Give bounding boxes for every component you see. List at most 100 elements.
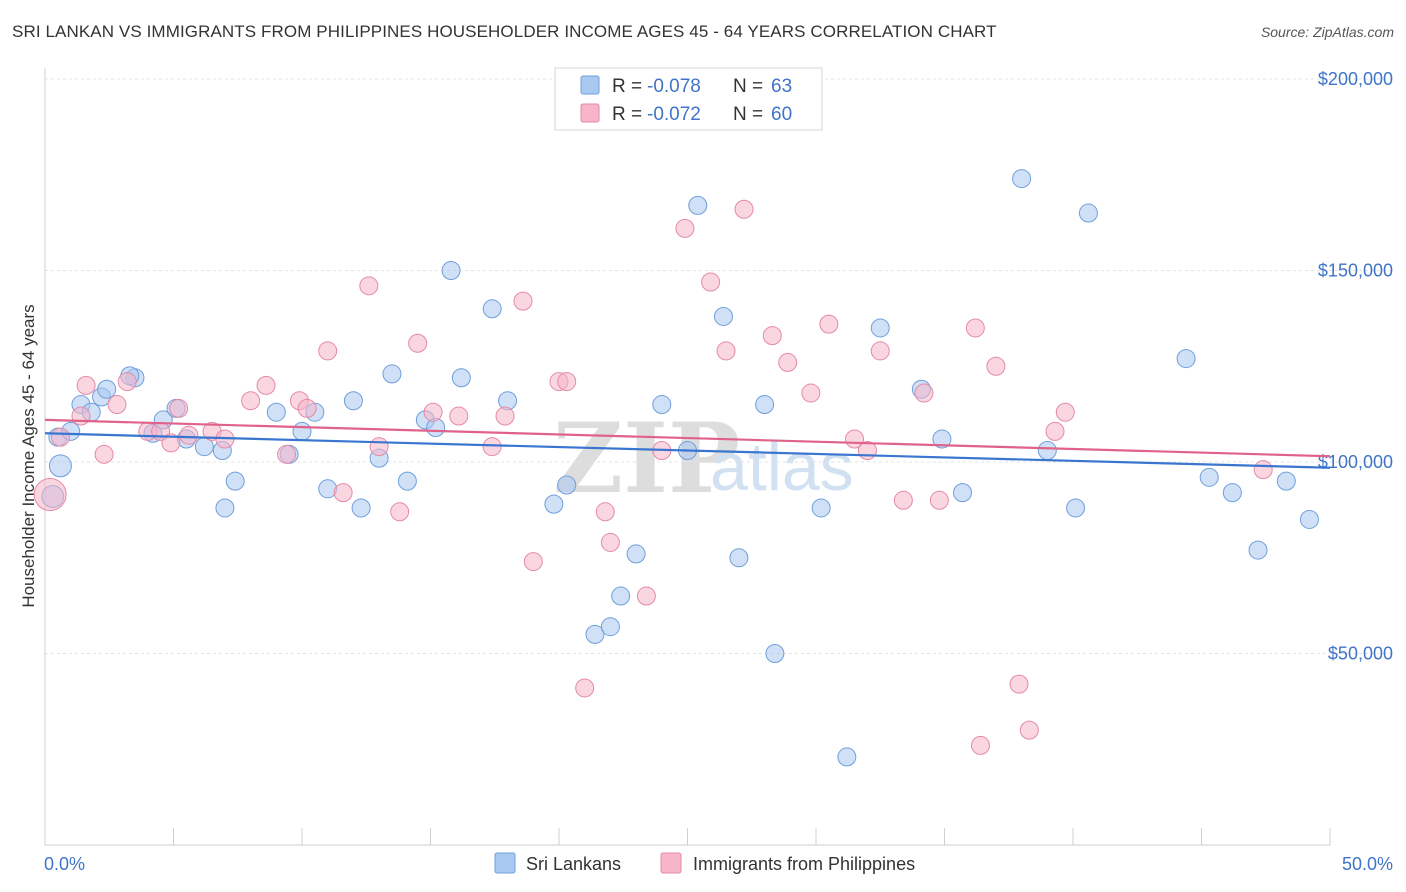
- data-point: [819, 314, 839, 334]
- y-tick-label: $150,000: [1318, 261, 1393, 281]
- data-point: [359, 276, 379, 296]
- data-point: [870, 318, 890, 338]
- data-point: [1037, 441, 1057, 461]
- y-axis-label: Householder Income Ages 45 - 64 years: [19, 304, 38, 607]
- data-point: [97, 379, 117, 399]
- data-point: [1253, 460, 1273, 480]
- x-axis-ticks: [44, 828, 1331, 845]
- data-point: [482, 437, 502, 457]
- data-point: [292, 421, 312, 441]
- data-point: [1066, 498, 1086, 518]
- data-point: [94, 444, 114, 464]
- data-point: [1248, 540, 1268, 560]
- data-point: [449, 406, 469, 426]
- data-point: [1078, 203, 1098, 223]
- data-point: [451, 368, 471, 388]
- series-philippines: [33, 199, 1273, 755]
- trend-line-philippines: [44, 418, 1331, 458]
- legend-swatch-philippines: [580, 103, 600, 123]
- bottom-legend-swatch-sri-lankans: [494, 852, 516, 874]
- chart-title: SRI LANKAN VS IMMIGRANTS FROM PHILIPPINE…: [12, 22, 997, 41]
- data-point: [397, 471, 417, 491]
- data-point: [48, 454, 72, 478]
- data-point: [626, 544, 646, 564]
- watermark-zip: ZIP: [553, 402, 740, 515]
- trend-line-sri-lankans: [44, 432, 1331, 469]
- data-point: [495, 406, 515, 426]
- bottom-legend-label-philippines: Immigrants from Philippines: [693, 854, 915, 874]
- data-point: [595, 502, 615, 522]
- data-point: [762, 326, 782, 346]
- data-point: [893, 490, 913, 510]
- data-point: [688, 195, 708, 215]
- data-point: [1176, 349, 1196, 369]
- data-point: [929, 490, 949, 510]
- data-point: [333, 483, 353, 503]
- data-point: [1045, 421, 1065, 441]
- data-point: [932, 429, 952, 449]
- data-point: [1019, 720, 1039, 740]
- data-point: [986, 356, 1006, 376]
- stats-legend: R = -0.078 N = 63 R = -0.072 N = 60: [554, 67, 823, 131]
- data-point: [952, 483, 972, 503]
- legend-n-value-2: 60: [771, 104, 792, 125]
- legend-n-value-1: 63: [771, 76, 792, 97]
- series-layer: [33, 169, 1331, 767]
- data-point: [117, 372, 137, 392]
- data-point: [965, 318, 985, 338]
- data-point: [297, 398, 317, 418]
- data-point: [600, 617, 620, 637]
- data-point: [71, 406, 91, 426]
- data-point: [729, 548, 749, 568]
- data-point: [755, 395, 775, 415]
- data-point: [523, 552, 543, 572]
- data-point: [636, 586, 656, 606]
- data-point: [318, 341, 338, 361]
- data-point: [408, 333, 428, 353]
- data-point: [544, 494, 564, 514]
- data-point: [611, 586, 631, 606]
- data-point: [701, 272, 721, 292]
- data-point: [557, 372, 577, 392]
- data-point: [351, 498, 371, 518]
- data-point: [675, 218, 695, 238]
- data-point: [765, 644, 785, 663]
- data-point: [161, 433, 181, 453]
- data-point: [513, 291, 533, 311]
- data-point: [266, 402, 286, 422]
- data-point: [256, 375, 276, 395]
- legend-n-label-2: N =: [733, 104, 763, 125]
- data-point: [801, 383, 821, 403]
- data-point: [179, 425, 199, 445]
- source-label: Source: ZipAtlas.com: [1260, 24, 1394, 40]
- data-point: [811, 498, 831, 518]
- data-point: [343, 391, 363, 411]
- data-point: [716, 341, 736, 361]
- data-point: [107, 395, 127, 415]
- data-point: [50, 427, 70, 447]
- data-point: [734, 199, 754, 219]
- data-point: [441, 261, 461, 280]
- data-point: [225, 471, 245, 491]
- legend-swatch-sri-lankans: [580, 75, 600, 95]
- series-sri-lankans: [41, 169, 1319, 767]
- data-point: [369, 437, 389, 457]
- legend-r-label-2: R =: [612, 104, 642, 125]
- bottom-legend-swatch-philippines: [660, 852, 682, 874]
- data-point: [1222, 483, 1242, 503]
- x-tick-label-min: 0.0%: [44, 854, 85, 874]
- data-point: [778, 352, 798, 372]
- data-point: [914, 383, 934, 403]
- data-point: [76, 375, 96, 395]
- data-point: [557, 475, 577, 495]
- data-point: [423, 402, 443, 422]
- x-tick-label-max: 50.0%: [1342, 854, 1393, 874]
- data-point: [1055, 402, 1075, 422]
- data-point: [870, 341, 890, 361]
- data-point: [277, 444, 297, 464]
- data-point: [482, 299, 502, 319]
- data-point: [1199, 467, 1219, 487]
- legend-n-label-1: N =: [733, 76, 763, 97]
- data-point: [652, 395, 672, 415]
- series-legend: Sri Lankans Immigrants from Philippines: [494, 852, 915, 874]
